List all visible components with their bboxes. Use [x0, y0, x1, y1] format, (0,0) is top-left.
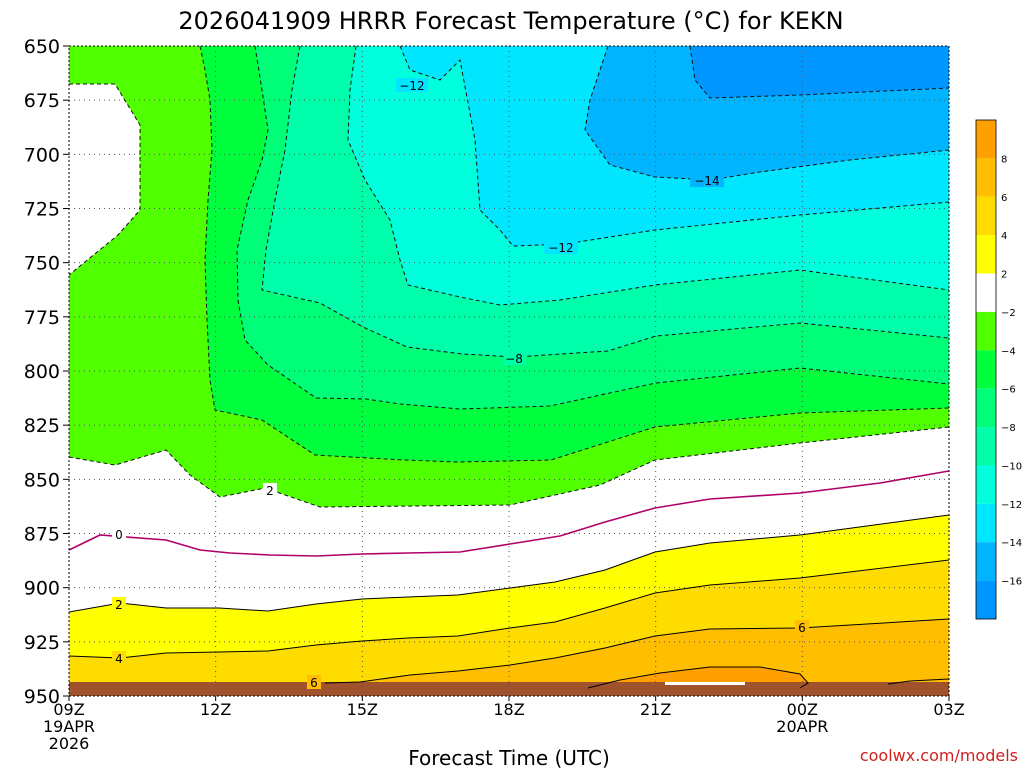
contour-label: 2	[266, 484, 274, 498]
y-tick-label: 850	[24, 469, 60, 491]
contour-label: 2	[115, 598, 123, 612]
colorbar-label: 4	[1001, 231, 1007, 242]
colorbar-label: −4	[1001, 346, 1016, 357]
colorbar-label: −8	[1001, 423, 1016, 434]
y-tick-label: 700	[24, 144, 60, 166]
colorbar-band	[976, 120, 996, 159]
y-tick-label: 875	[24, 524, 60, 546]
colorbar: 8 6 4 2 −2 −4 −6 −8 −10 −12 −14 −16	[975, 119, 1022, 620]
y-tick-label: 650	[24, 36, 60, 58]
chart-title: 2026041909 HRRR Forecast Temperature (°C…	[178, 7, 843, 35]
contour-label: −8	[505, 352, 523, 366]
contour-label: 0	[115, 528, 123, 542]
colorbar-band	[976, 503, 996, 543]
contour-label: −12	[399, 79, 424, 93]
x-tick-label: 19APR	[43, 717, 95, 736]
x-tick-label: 15Z	[347, 700, 378, 719]
solid-contours	[69, 514, 949, 689]
colorbar-label: 6	[1001, 193, 1007, 204]
colorbar-band	[976, 196, 996, 236]
x-tick-label: 2026	[49, 734, 90, 753]
contour-label: −14	[694, 174, 719, 188]
credit-text: coolwx.com/models	[860, 746, 1018, 765]
colorbar-band	[976, 388, 996, 428]
y-tick-label: 725	[24, 199, 60, 221]
y-tick-label: 775	[24, 307, 60, 329]
colorbar-band	[976, 465, 996, 504]
colorbar-label: −10	[1001, 461, 1022, 472]
contour-label: −12	[548, 241, 573, 255]
colorbar-frame	[975, 119, 997, 620]
x-tick-label: 12Z	[200, 700, 231, 719]
x-axis-label: Forecast Time (UTC)	[408, 746, 610, 768]
zero-contour	[69, 470, 949, 557]
colorbar-band	[976, 235, 996, 274]
contour-label: 6	[310, 676, 318, 690]
y-tick-label: 925	[24, 632, 60, 654]
ground-band	[69, 682, 949, 696]
colorbar-band	[976, 311, 996, 351]
colorbar-label: −12	[1001, 500, 1022, 511]
colorbar-label: −6	[1001, 385, 1016, 396]
x-tick-label: 21Z	[640, 700, 671, 719]
colorbar-band	[976, 580, 996, 619]
contour-label: 4	[115, 652, 123, 666]
x-tick-label: 00Z	[787, 700, 818, 719]
colorbar-label: −2	[1001, 308, 1016, 319]
x-tick-label: 09Z	[53, 700, 84, 719]
y-tick-label: 825	[24, 415, 60, 437]
colorbar-label: 2	[1001, 270, 1007, 281]
contour-labels: −12 −14 −12 −8 2 0 2 4 6 6	[112, 78, 809, 690]
dashed-contours	[69, 46, 949, 508]
y-tick-label: 800	[24, 361, 60, 383]
colorbar-band	[976, 427, 996, 466]
colorbar-label: −14	[1001, 538, 1022, 549]
plot-area: −12 −14 −12 −8 2 0 2 4 6 6	[69, 46, 949, 696]
ground-gap	[665, 682, 745, 685]
band-white-upper	[69, 84, 140, 275]
band-minus16-minus18	[690, 46, 949, 98]
colorbar-band	[976, 158, 996, 197]
y-tick-label: 900	[24, 578, 60, 600]
colorbar-band	[976, 273, 996, 312]
colorbar-band	[976, 542, 996, 581]
grid	[69, 46, 949, 696]
y-tick-label: 750	[24, 253, 60, 275]
colorbar-band	[976, 350, 996, 389]
contour-label: 6	[798, 621, 806, 635]
y-tick-label: 675	[24, 90, 60, 112]
x-tick-label: 03Z	[933, 700, 964, 719]
x-tick-label: 20APR	[776, 717, 828, 736]
y-tick-label: 950	[24, 686, 60, 708]
colorbar-label: −16	[1001, 577, 1022, 588]
colorbar-label: 8	[1001, 154, 1007, 165]
x-tick-label: 18Z	[493, 700, 524, 719]
y-axis: 650 675 700 725 750 775 800 825 850 875 900 925 950	[24, 36, 69, 708]
